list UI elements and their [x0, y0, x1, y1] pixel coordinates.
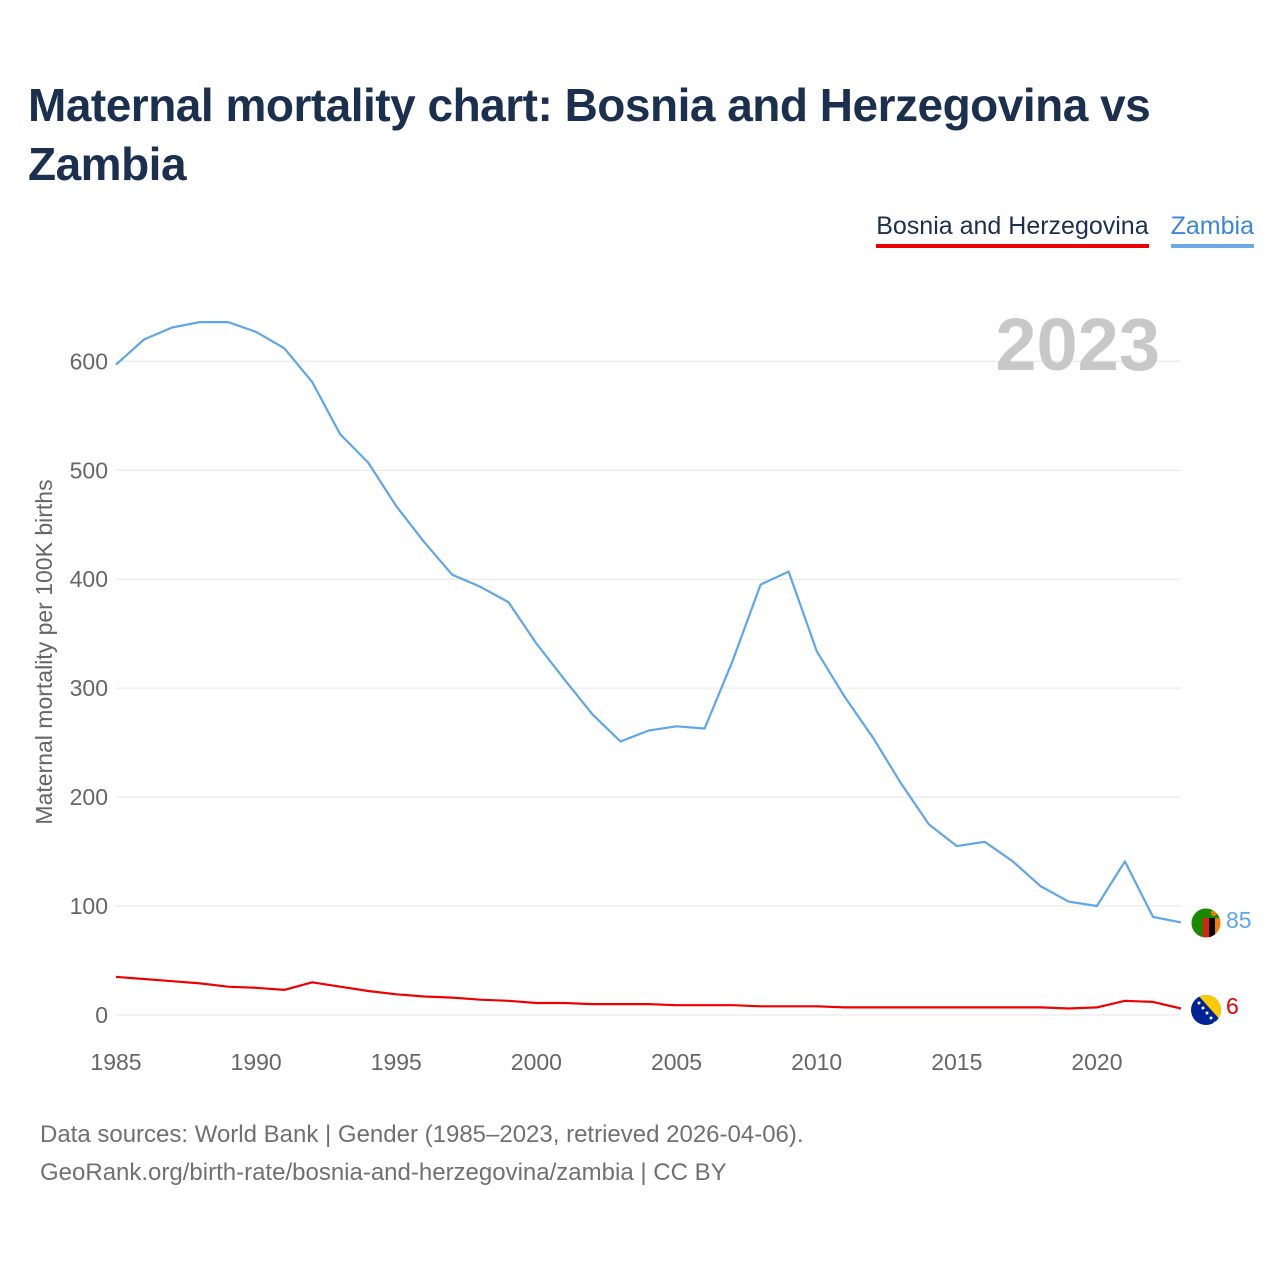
x-tick-label: 1990: [231, 1049, 282, 1075]
line-chart: 0 100 200 300 400 500 600 1985 1990 1995 2000 2005…: [31, 303, 1252, 1075]
y-tick-label: 500: [70, 457, 108, 483]
zambia-flag-icon: [1190, 907, 1222, 939]
legend-item-zambia[interactable]: Zambia: [1170, 212, 1254, 248]
footer-sources: Data sources: World Bank | Gender (1985–…: [40, 1121, 804, 1148]
legend-item-bosnia[interactable]: Bosnia and Herzegovina: [876, 212, 1149, 248]
y-axis-label: Maternal mortality per 100K births: [31, 479, 57, 824]
y-tick-label: 200: [70, 784, 108, 810]
y-tick-label: 0: [95, 1002, 108, 1028]
y-axis-ticks: 0 100 200 300 400 500 600: [70, 348, 108, 1028]
series-lines: [115, 321, 1182, 1010]
x-tick-label: 2010: [791, 1049, 842, 1075]
end-label-zambia: 85: [1226, 907, 1252, 933]
legend: Bosnia and Herzegovina Zambia: [876, 212, 1254, 248]
x-tick-label: 2000: [511, 1049, 562, 1075]
y-tick-label: 100: [70, 893, 108, 919]
bosnia-flag-icon: [1191, 995, 1221, 1025]
gridlines: [116, 360, 1181, 1016]
x-tick-label: 1995: [371, 1049, 422, 1075]
footer: Data sources: World Bank | Gender (1985–…: [40, 1116, 804, 1192]
x-tick-label: 1985: [90, 1049, 141, 1075]
x-tick-label: 2015: [931, 1049, 982, 1075]
x-tick-label: 2005: [651, 1049, 702, 1075]
series-line-bosnia-and-herzegovina: [115, 975, 1182, 1010]
series-line-zambia: [115, 321, 1182, 924]
x-tick-label: 2020: [1071, 1049, 1122, 1075]
x-axis-ticks: 1985 1990 1995 2000 2005 2010 2015 2020: [90, 1049, 1122, 1075]
y-tick-label: 300: [70, 675, 108, 701]
footer-link[interactable]: GeoRank.org/birth-rate/bosnia-and-herzeg…: [40, 1159, 727, 1186]
chart-title: Maternal mortality chart: Bosnia and Her…: [28, 79, 1151, 190]
year-overlay: 2023: [995, 303, 1160, 386]
y-tick-label: 400: [70, 566, 108, 592]
y-tick-label: 600: [70, 348, 108, 374]
end-label-bosnia: 6: [1226, 993, 1239, 1019]
